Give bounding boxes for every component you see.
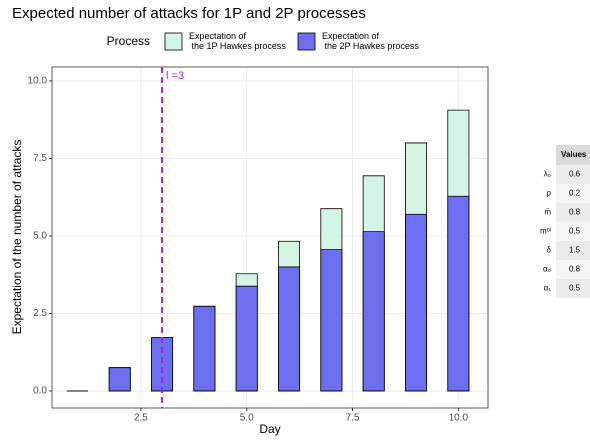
table-symbol: α₁	[544, 284, 552, 293]
bar	[278, 266, 301, 392]
table-symbol: λ₀	[544, 170, 551, 179]
y-tick-label: 7.5	[33, 153, 47, 164]
y-tick-label: 0.0	[33, 386, 47, 397]
table-symbol: mᵇˡ	[540, 227, 551, 236]
table-symbol: ρ	[546, 189, 551, 198]
legend-title: Process	[107, 34, 150, 48]
y-tick-label: 5.0	[33, 231, 47, 242]
bar	[108, 367, 131, 392]
bar	[447, 195, 470, 392]
x-tick-label: 5.0	[240, 413, 254, 424]
y-axis-title: Expectation of the number of attacks	[10, 140, 24, 335]
table-symbol: m̄	[544, 208, 551, 217]
table-value: 0.6	[569, 170, 581, 179]
chart-title: Expected number of attacks for 1P and 2P…	[12, 5, 366, 22]
x-axis-title: Day	[259, 422, 280, 436]
panel-border	[51, 66, 489, 409]
table-value: 1.5	[569, 246, 581, 255]
bar	[193, 305, 216, 392]
x-tick-label: 10.0	[449, 413, 469, 424]
bar	[320, 249, 343, 392]
table-cell-bg	[556, 203, 590, 222]
reference-label: l =3	[166, 70, 184, 82]
y-tick-label: 10.0	[28, 76, 48, 87]
table-header-bg	[556, 145, 590, 165]
bar	[362, 231, 385, 392]
bar	[151, 337, 174, 392]
legend-key	[297, 32, 316, 51]
x-tick-label: 7.5	[346, 413, 360, 424]
table-cell-bg	[556, 279, 590, 298]
legend-label: Expectation of the 2P Hawkes process	[322, 31, 419, 51]
table-cell-bg	[556, 260, 590, 279]
table-cell-bg	[556, 222, 590, 241]
table-value: 0.8	[569, 265, 581, 274]
y-tick-label: 2.5	[33, 308, 47, 319]
table-value: 0.5	[569, 284, 581, 293]
table-cell-bg	[556, 241, 590, 260]
table-value: 0.8	[569, 208, 581, 217]
table-cell-bg	[556, 165, 590, 184]
table-symbol: α₀	[543, 265, 551, 274]
table-symbol: δ	[547, 246, 552, 255]
bar	[235, 285, 258, 392]
x-tick-label: 2.5	[134, 413, 148, 424]
table-header: Values	[561, 150, 587, 159]
table-value: 0.5	[569, 227, 581, 236]
table-cell-bg	[556, 184, 590, 203]
bar	[405, 213, 428, 392]
table-value: 0.2	[569, 189, 581, 198]
legend-label: Expectation of the 1P Hawkes process	[189, 31, 286, 51]
legend-key	[164, 32, 183, 51]
